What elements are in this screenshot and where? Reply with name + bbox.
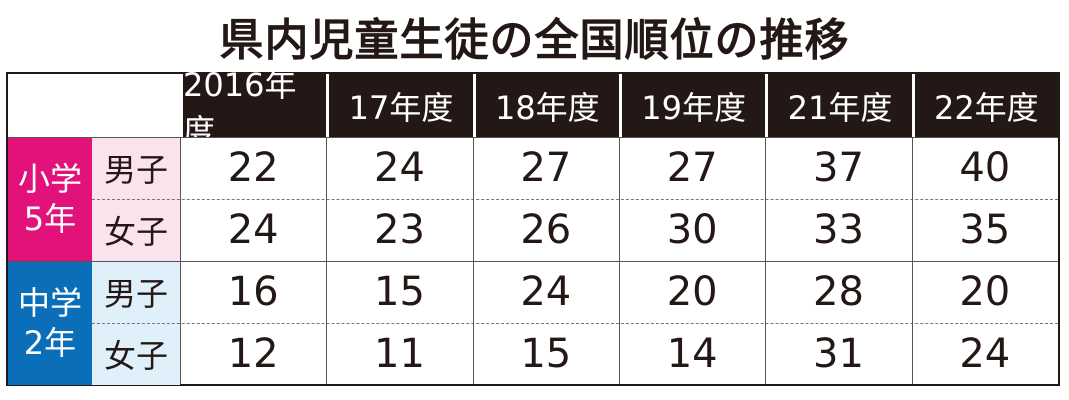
column-divider	[619, 137, 620, 384]
row-divider	[92, 323, 1058, 324]
column-header: 2016年度	[180, 66, 327, 150]
gender-label: 女子	[92, 199, 180, 261]
rank-value: 24	[374, 145, 425, 191]
group-divider	[8, 261, 1058, 262]
column-header: 22年度	[911, 74, 1058, 137]
table-title: 県内児童生徒の全国順位の推移	[219, 15, 850, 66]
rank-value: 20	[666, 269, 718, 315]
rank-value: 24	[227, 207, 279, 253]
rank-value: 24	[520, 269, 572, 315]
column-divider	[326, 137, 328, 384]
rank-value: 11	[374, 331, 425, 377]
rank-value: 20	[959, 269, 1011, 315]
rank-value: 27	[666, 145, 718, 191]
rank-value: 28	[813, 269, 864, 315]
rank-value: 12	[227, 331, 279, 377]
rank-value: 40	[959, 145, 1011, 191]
rank-value: 22	[227, 145, 279, 191]
column-divider	[180, 137, 181, 384]
gender-label: 女子	[92, 323, 180, 385]
rank-value: 15	[374, 269, 425, 315]
rank-value: 15	[520, 331, 572, 377]
column-header: 21年度	[765, 74, 912, 137]
gender-label: 男子	[92, 261, 180, 323]
rank-value: 23	[374, 207, 425, 253]
column-header: 19年度	[619, 74, 766, 137]
ranking-table: 2016年度 17年度 18年度 19年度 21年度 22年度小学 5年 男子 22 24 27 27…	[6, 66, 1060, 386]
rank-value: 37	[813, 145, 864, 191]
column-divider	[765, 137, 767, 384]
rank-value: 14	[666, 331, 718, 377]
rank-value: 26	[520, 207, 572, 253]
group-label: 中学 2年	[8, 261, 92, 385]
gender-label: 男子	[92, 137, 180, 199]
rank-value: 16	[227, 269, 279, 315]
rank-value: 35	[959, 207, 1011, 253]
rank-value: 30	[666, 207, 718, 253]
column-header: 17年度	[326, 74, 473, 137]
group-label: 小学 5年	[8, 137, 92, 261]
rank-value: 31	[813, 331, 864, 377]
row-divider	[92, 199, 1058, 200]
column-header: 18年度	[472, 74, 619, 137]
rank-value: 33	[813, 207, 864, 253]
column-divider	[472, 137, 474, 384]
column-divider	[911, 137, 913, 384]
header-divider	[8, 137, 1058, 138]
rank-value: 24	[959, 331, 1011, 377]
rank-value: 27	[520, 145, 572, 191]
